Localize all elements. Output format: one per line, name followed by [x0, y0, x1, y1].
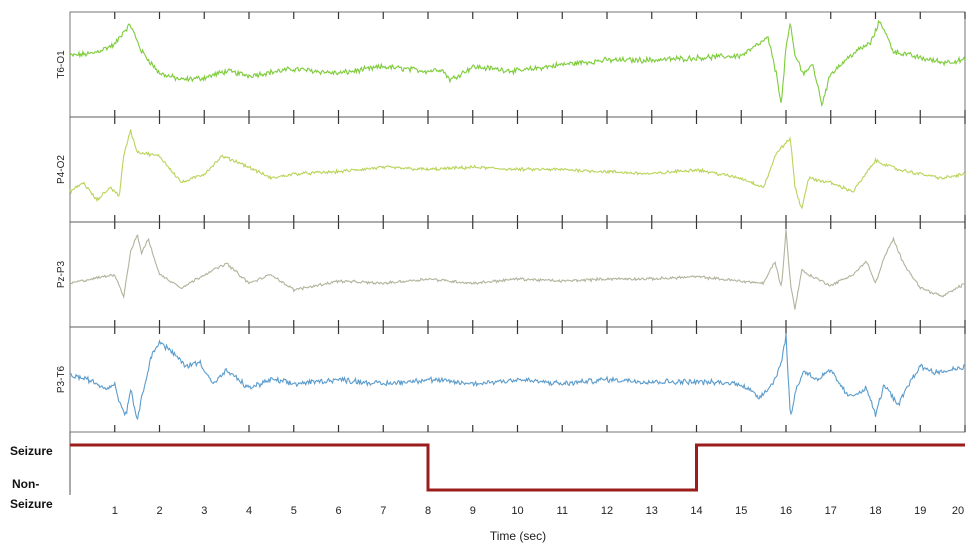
channel-panel-p4-o2: P4-O2	[56, 116, 966, 223]
x-tick-label: 2	[156, 505, 162, 517]
channel-panel-pz-p3: Pz-P3	[56, 221, 966, 328]
channel-panel-p3-t6: P3-T6	[56, 326, 966, 433]
channel-panel-t6-o1: T6-O1	[56, 11, 966, 118]
x-tick-label: 1	[112, 505, 118, 517]
panel-frame	[69, 221, 966, 328]
x-tick-label: 16	[780, 505, 792, 517]
non-label: Non-	[12, 477, 39, 491]
channel-label: Pz-P3	[56, 260, 67, 288]
signal-line	[69, 19, 966, 108]
signal-line	[69, 229, 966, 310]
seizure-label-2: Seizure	[10, 497, 53, 511]
x-tick-label: 17	[825, 505, 837, 517]
x-tick-label: 13	[646, 505, 658, 517]
x-tick-label: 4	[246, 505, 252, 517]
x-tick-label: 8	[425, 505, 431, 517]
state-line	[70, 443, 965, 492]
signal-line	[69, 129, 966, 210]
x-tick-label: 14	[690, 505, 702, 517]
x-tick-label: 11	[557, 505, 568, 517]
x-tick-label: 18	[869, 505, 881, 517]
signal-line	[69, 333, 966, 421]
seizure-label: Seizure	[10, 444, 53, 458]
x-tick-label: 19	[914, 505, 926, 517]
seizure-state-panel: Seizure Non- Seizure	[10, 432, 965, 511]
x-tick-label: 9	[470, 505, 476, 517]
x-axis-title: Time (sec)	[490, 529, 546, 543]
panel-frame	[69, 11, 966, 118]
x-tick-label: 3	[201, 505, 207, 517]
x-tick-label: 7	[380, 505, 386, 517]
x-axis: Time (sec) 1 2 3 4 5 6 7 8 9 10 11 12 13 14 15 16 17 18 19…	[112, 505, 964, 543]
channel-label: T6-O1	[56, 50, 67, 79]
x-tick-label: 10	[511, 505, 523, 517]
channel-panels: T6-O1 P4-O2 Pz-P3 P3-T6	[56, 11, 966, 433]
channel-label: P4-O2	[56, 155, 67, 184]
x-tick-label: 6	[335, 505, 341, 517]
x-tick-label: 15	[735, 505, 747, 517]
x-tick-label: 12	[601, 505, 613, 517]
x-tick-label: 20	[952, 505, 964, 517]
channel-label: P3-T6	[56, 365, 67, 393]
x-tick-label: 5	[291, 505, 297, 517]
